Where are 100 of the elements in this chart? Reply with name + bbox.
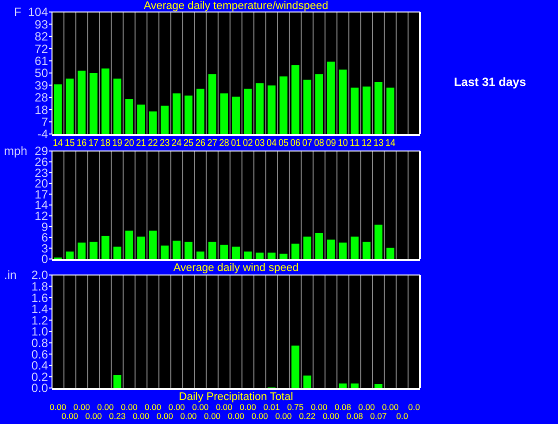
bar [244, 88, 252, 134]
x-tick-label: 01 [231, 138, 242, 149]
data-label: 0.0 [396, 411, 408, 421]
text: Daily Precipitation Total [178, 391, 294, 403]
x-tick-label: 06 [290, 138, 302, 149]
bar [256, 252, 264, 259]
x-tick-label: 15 [64, 138, 76, 149]
bar [101, 236, 110, 259]
data-label: 0.00 [310, 402, 328, 412]
bar [291, 65, 300, 134]
bar [350, 88, 359, 134]
bar [350, 383, 359, 388]
y-tick-label: 50 [34, 66, 48, 80]
y-tick-label: 7 [41, 115, 48, 129]
y-tick-label: 1.6 [31, 290, 48, 305]
x-tick-label: 04 [266, 138, 278, 149]
bar [280, 76, 288, 134]
data-label: 0.00 [180, 411, 198, 421]
bar [362, 242, 371, 259]
y-tick-label: 1.0 [31, 324, 48, 339]
bar [78, 70, 86, 134]
bar [148, 230, 157, 259]
bar [244, 252, 252, 259]
data-label: 0.00 [275, 411, 292, 421]
bar [172, 240, 181, 259]
data-label: 0.00 [120, 402, 138, 412]
y-tick-label: 39 [34, 78, 48, 92]
bar [113, 246, 122, 259]
y-tick-label: 0.8 [31, 336, 48, 350]
data-label: 0.75 [287, 402, 304, 412]
bar [160, 106, 169, 134]
data-label: 0.00 [192, 402, 209, 412]
x-tick-label: 21 [136, 138, 148, 149]
bar [303, 80, 312, 134]
x-tick-label: 11 [350, 138, 360, 149]
data-label: 0.00 [97, 402, 114, 412]
data-label: 0.00 [73, 402, 90, 412]
bar [374, 384, 382, 388]
x-tick-label: 05 [278, 138, 290, 149]
data-label: 0.01 [263, 402, 280, 412]
y-tick-label: 93 [34, 17, 48, 32]
bar [66, 78, 74, 134]
data-label: 0.00 [62, 411, 78, 421]
data-label: 0.00 [85, 411, 102, 421]
x-tick-label: 07 [302, 138, 314, 149]
y-tick-label: 104 [28, 5, 48, 20]
bar [220, 93, 228, 134]
data-label: 0.22 [298, 411, 316, 421]
text: Average daily wind speed [173, 262, 299, 274]
x-tick-label: 17 [88, 138, 100, 149]
bar [220, 244, 228, 259]
bar [315, 232, 324, 259]
bar [291, 346, 300, 388]
x-tick-label: 20 [124, 138, 136, 149]
y-axis-title: F [14, 5, 22, 20]
y-tick-label: 61 [34, 54, 48, 68]
bar [291, 244, 300, 259]
x-tick-label: 13 [373, 138, 385, 149]
data-label: 0.08 [346, 411, 364, 421]
bar [232, 246, 240, 259]
x-tick-label: 14 [385, 138, 396, 149]
x-tick-label: 16 [76, 138, 88, 149]
data-label: 0.08 [334, 402, 352, 412]
data-label: 0.00 [228, 411, 245, 421]
bar [303, 236, 312, 259]
y-tick-label: 28 [34, 90, 48, 105]
x-tick-label: 25 [184, 138, 195, 149]
bar [113, 78, 122, 134]
bar [374, 224, 382, 259]
bar [113, 375, 122, 388]
x-tick-label: 27 [207, 138, 218, 149]
y-tick-label: 18 [34, 102, 48, 117]
data-label: 0.00 [50, 402, 66, 412]
bar [172, 93, 181, 134]
data-label: 0.00 [168, 402, 186, 412]
bar [268, 85, 276, 134]
bar [137, 236, 145, 259]
y-tick-label: 82 [34, 30, 48, 44]
chart-title: Average daily temperature/windspeed [144, 0, 328, 12]
bar [148, 111, 157, 134]
bar [66, 252, 74, 259]
data-label: 0.00 [382, 402, 399, 412]
data-label: 0.00 [216, 402, 233, 412]
y-tick-label: 72 [34, 42, 48, 56]
bar [78, 242, 86, 259]
data-label: 0.00 [240, 402, 256, 412]
y-axis-title: .in [4, 268, 17, 282]
data-label: 0.00 [132, 411, 150, 421]
bar [338, 242, 347, 259]
x-tick-label: 23 [160, 138, 171, 149]
data-label: 0.00 [156, 411, 174, 421]
x-tick-label: 02 [242, 138, 254, 149]
bar [90, 242, 98, 259]
x-tick-label: 14 [52, 138, 64, 149]
bar [268, 252, 276, 259]
bar [256, 83, 264, 134]
x-tick-label: 22 [148, 138, 160, 149]
data-label: 0.00 [358, 402, 376, 412]
data-label: 0.00 [251, 411, 268, 421]
bar [327, 240, 335, 259]
